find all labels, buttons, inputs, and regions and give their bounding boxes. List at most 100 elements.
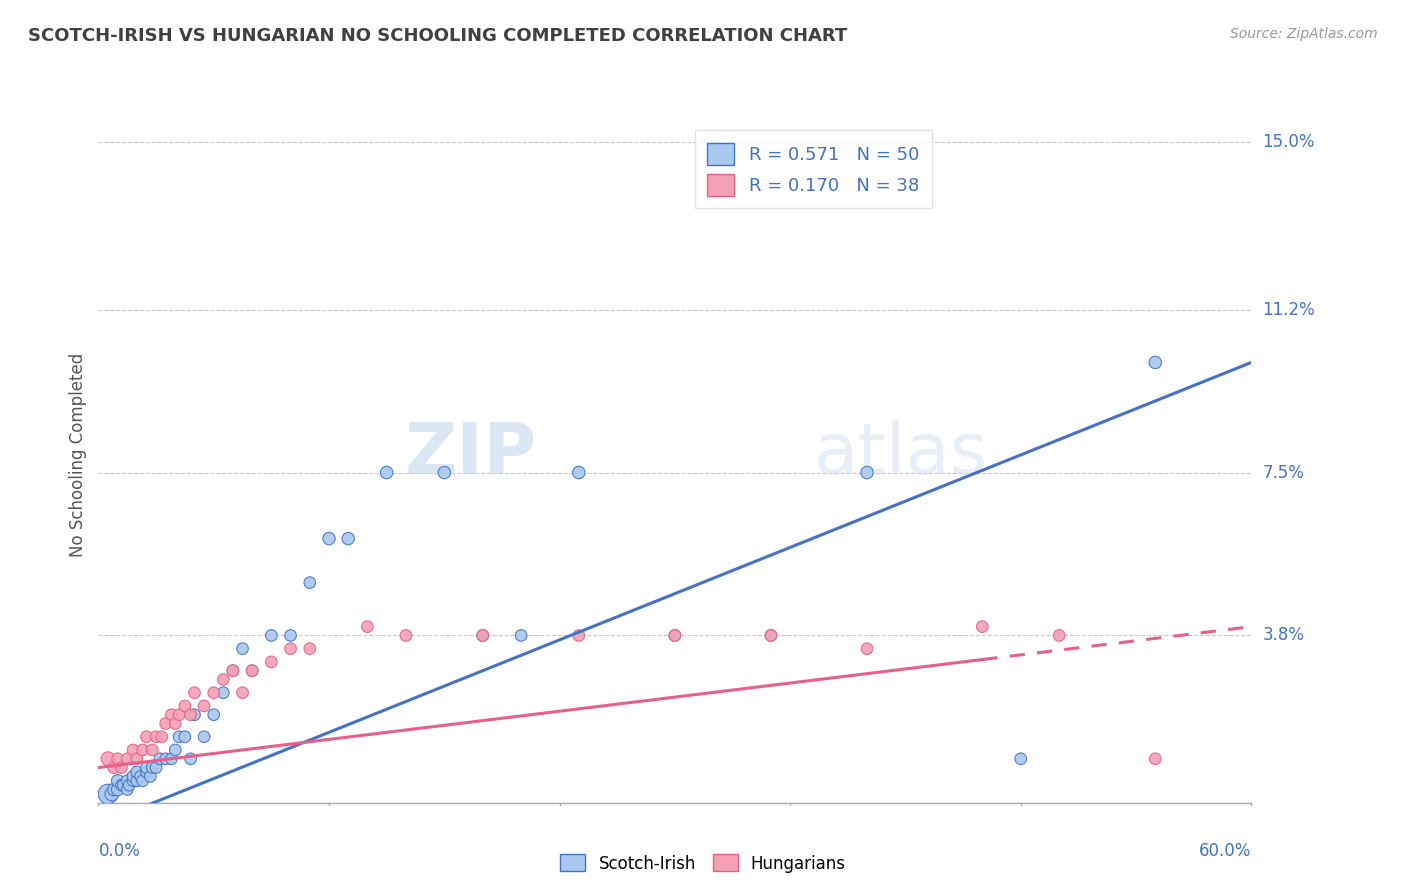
- Point: [150, 730, 173, 744]
- Point: [165, 743, 187, 757]
- Point: [664, 628, 686, 642]
- Point: [433, 466, 456, 480]
- Point: [149, 752, 172, 766]
- Point: [664, 628, 686, 642]
- Point: [117, 782, 138, 797]
- Point: [135, 761, 157, 775]
- Point: [118, 778, 141, 792]
- Point: [103, 782, 125, 797]
- Point: [135, 764, 157, 779]
- Point: [231, 641, 254, 656]
- Point: [165, 716, 187, 731]
- Point: [568, 628, 591, 642]
- Text: 3.8%: 3.8%: [1263, 626, 1305, 644]
- Point: [759, 628, 782, 642]
- Point: [117, 773, 138, 788]
- Point: [117, 752, 138, 766]
- Point: [180, 707, 202, 722]
- Text: SCOTCH-IRISH VS HUNGARIAN NO SCHOOLING COMPLETED CORRELATION CHART: SCOTCH-IRISH VS HUNGARIAN NO SCHOOLING C…: [28, 27, 848, 45]
- Point: [240, 664, 263, 678]
- Point: [167, 730, 190, 744]
- Point: [231, 686, 254, 700]
- Point: [141, 743, 163, 757]
- Point: [125, 764, 148, 779]
- Point: [131, 743, 153, 757]
- Point: [193, 698, 215, 713]
- Point: [107, 773, 129, 788]
- Legend: R = 0.571   N = 50, R = 0.170   N = 38: R = 0.571 N = 50, R = 0.170 N = 38: [695, 130, 932, 209]
- Point: [759, 628, 782, 642]
- Point: [101, 787, 124, 801]
- Point: [145, 730, 167, 744]
- Point: [129, 769, 152, 783]
- Text: ZIP: ZIP: [405, 420, 537, 490]
- Point: [155, 752, 177, 766]
- Point: [183, 686, 205, 700]
- Text: atlas: atlas: [813, 420, 987, 490]
- Point: [510, 628, 533, 642]
- Point: [222, 664, 245, 678]
- Text: Source: ZipAtlas.com: Source: ZipAtlas.com: [1230, 27, 1378, 41]
- Point: [180, 752, 202, 766]
- Point: [174, 730, 197, 744]
- Point: [97, 752, 120, 766]
- Point: [193, 730, 215, 744]
- Point: [1010, 752, 1032, 766]
- Point: [167, 707, 190, 722]
- Text: 7.5%: 7.5%: [1263, 464, 1305, 482]
- Point: [280, 628, 302, 642]
- Point: [145, 761, 167, 775]
- Point: [122, 743, 145, 757]
- Point: [110, 778, 132, 792]
- Point: [856, 466, 879, 480]
- Point: [212, 686, 235, 700]
- Point: [122, 773, 145, 788]
- Point: [202, 707, 225, 722]
- Text: 11.2%: 11.2%: [1263, 301, 1315, 318]
- Point: [183, 707, 205, 722]
- Point: [139, 769, 162, 783]
- Point: [112, 778, 135, 792]
- Point: [318, 532, 340, 546]
- Point: [160, 707, 183, 722]
- Text: 60.0%: 60.0%: [1199, 842, 1251, 860]
- Point: [856, 641, 879, 656]
- Point: [125, 752, 148, 766]
- Point: [395, 628, 418, 642]
- Point: [141, 761, 163, 775]
- Point: [174, 698, 197, 713]
- Point: [337, 532, 360, 546]
- Point: [160, 752, 183, 766]
- Point: [298, 641, 321, 656]
- Y-axis label: No Schooling Completed: No Schooling Completed: [69, 353, 87, 557]
- Point: [110, 761, 132, 775]
- Point: [240, 664, 263, 678]
- Text: 0.0%: 0.0%: [98, 842, 141, 860]
- Point: [135, 730, 157, 744]
- Point: [212, 673, 235, 687]
- Point: [155, 716, 177, 731]
- Point: [107, 752, 129, 766]
- Text: 15.0%: 15.0%: [1263, 133, 1315, 152]
- Point: [103, 761, 125, 775]
- Point: [568, 466, 591, 480]
- Point: [222, 664, 245, 678]
- Point: [131, 773, 153, 788]
- Point: [97, 787, 120, 801]
- Point: [972, 620, 994, 634]
- Legend: Scotch-Irish, Hungarians: Scotch-Irish, Hungarians: [554, 847, 852, 880]
- Point: [375, 466, 398, 480]
- Point: [1144, 752, 1167, 766]
- Point: [202, 686, 225, 700]
- Point: [471, 628, 494, 642]
- Point: [260, 628, 283, 642]
- Point: [280, 641, 302, 656]
- Point: [107, 782, 129, 797]
- Point: [260, 655, 283, 669]
- Point: [356, 620, 378, 634]
- Point: [1047, 628, 1070, 642]
- Point: [1144, 355, 1167, 369]
- Point: [471, 628, 494, 642]
- Point: [298, 575, 321, 590]
- Point: [122, 769, 145, 783]
